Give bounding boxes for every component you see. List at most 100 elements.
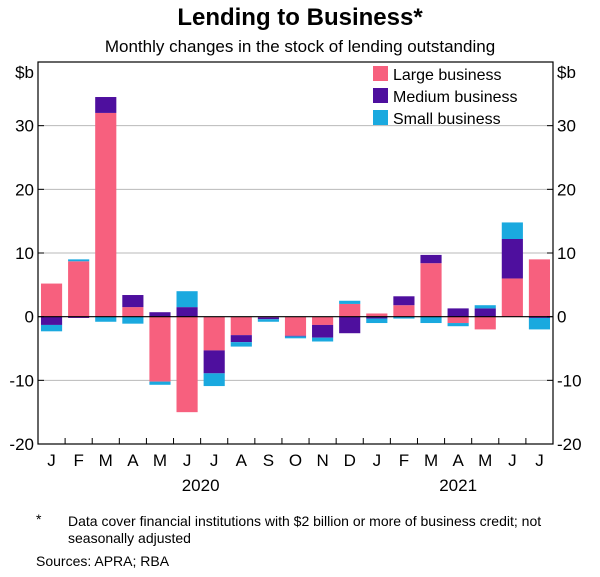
bar-segment: [393, 316, 415, 319]
x-tick-label: A: [127, 451, 139, 470]
bar-segment: [230, 342, 252, 347]
bar-segment: [312, 337, 334, 342]
x-tick-label: A: [236, 451, 248, 470]
x-tick-label: N: [316, 451, 328, 470]
x-tick-label: J: [535, 451, 544, 470]
bar-segment: [393, 296, 415, 306]
y-tick-label-left: -10: [9, 371, 34, 390]
x-tick-label: J: [373, 451, 382, 470]
bar-segment: [501, 238, 523, 279]
y-tick-label-right: 20: [557, 180, 576, 199]
bar-segment: [149, 312, 171, 317]
x-tick-label: S: [263, 451, 274, 470]
legend-label: Large business: [393, 67, 502, 84]
bar-segment: [68, 259, 90, 262]
y-tick-label-left: 0: [25, 308, 34, 327]
bar-segment: [528, 317, 551, 330]
bar-segment: [501, 222, 523, 239]
chart-subtitle: Monthly changes in the stock of lending …: [104, 37, 496, 56]
bar-segment: [122, 307, 144, 317]
x-tick-label: O: [289, 451, 302, 470]
bar-segment: [501, 278, 523, 317]
bar-segment: [149, 381, 171, 385]
y-tick-label-left: -20: [9, 435, 34, 454]
bar-segment: [528, 316, 551, 318]
sources-text: Sources: APRA; RBA: [36, 553, 170, 569]
bar-segment: [230, 316, 252, 336]
bar-segment: [176, 316, 198, 413]
year-label: 2020: [182, 476, 220, 495]
bar-segment: [40, 316, 63, 325]
legend-swatch: [373, 110, 388, 125]
year-label: 2021: [439, 476, 477, 495]
y-tick-label-left: 10: [15, 244, 34, 263]
legend-label: Small business: [393, 111, 501, 128]
bar-segment: [339, 303, 361, 317]
x-tick-label: J: [508, 451, 517, 470]
bar-segment: [312, 324, 334, 338]
bar-segment: [257, 317, 279, 320]
bar-segment: [203, 373, 225, 387]
legend-swatch: [373, 88, 388, 103]
y-tick-label-left: 20: [15, 180, 34, 199]
x-tick-label: M: [424, 451, 438, 470]
bar-segment: [284, 336, 307, 339]
bar-segment: [474, 316, 496, 330]
bar-segment: [257, 319, 279, 322]
y-tick-label-right: 30: [557, 117, 576, 136]
x-tick-label: J: [210, 451, 219, 470]
bar-segment: [284, 335, 307, 337]
chart-title: Lending to Business*: [177, 4, 423, 31]
bar-segment: [366, 316, 388, 319]
y-tick-label-right: 10: [557, 244, 576, 263]
bar-segment: [203, 316, 225, 351]
x-tick-label: M: [478, 451, 492, 470]
y-tick-label-right: 0: [557, 308, 566, 327]
bar-segment: [312, 316, 334, 325]
bar-segment: [447, 316, 469, 324]
bar-segment: [420, 316, 442, 324]
bar-segment: [420, 263, 442, 317]
y-axis-unit-right: $b: [557, 63, 576, 82]
bar-segment: [230, 335, 252, 343]
bar-segment: [447, 308, 469, 317]
x-tick-label: D: [344, 451, 356, 470]
x-tick-label: F: [399, 451, 409, 470]
bar-segment: [122, 295, 144, 308]
bar-segment: [176, 291, 198, 308]
bar-segment: [474, 308, 496, 317]
bar-segment: [40, 283, 63, 317]
x-tick-label: F: [73, 451, 83, 470]
bar-segment: [339, 300, 361, 304]
bar-segment: [447, 323, 469, 327]
bar-segment: [420, 254, 442, 264]
bar-segment: [366, 313, 388, 317]
x-tick-label: M: [99, 451, 113, 470]
bar-segment: [68, 316, 90, 318]
bar-segment: [68, 261, 90, 317]
y-tick-label-left: 30: [15, 117, 34, 136]
x-tick-label: J: [183, 451, 192, 470]
bar-segment: [203, 350, 225, 374]
bar-segment: [95, 97, 117, 113]
bar-segment: [149, 316, 171, 382]
bar-segment: [284, 316, 307, 336]
bar-segment: [339, 316, 361, 334]
bar-segment: [393, 305, 415, 317]
bar-segment: [40, 324, 63, 332]
y-tick-label-right: -10: [557, 371, 582, 390]
bar-segment: [95, 316, 117, 322]
x-tick-label: J: [47, 451, 56, 470]
legend-label: Medium business: [393, 89, 518, 106]
x-tick-label: M: [153, 451, 167, 470]
bar-segment: [95, 112, 117, 317]
footnote-text: Data cover financial institutions with $…: [68, 513, 542, 546]
y-axis-unit-left: $b: [15, 63, 34, 82]
bar-segment: [122, 316, 144, 324]
footnote-marker: *: [36, 511, 42, 527]
y-tick-label-right: -20: [557, 435, 582, 454]
legend-swatch: [373, 66, 388, 81]
bar-segment: [528, 259, 551, 317]
bar-segment: [366, 318, 388, 324]
